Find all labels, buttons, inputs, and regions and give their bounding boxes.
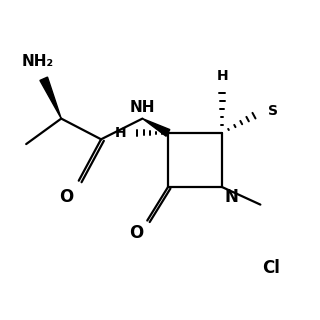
Text: S: S bbox=[268, 104, 278, 118]
Text: H: H bbox=[114, 126, 126, 140]
Text: O: O bbox=[129, 224, 143, 242]
Polygon shape bbox=[142, 119, 170, 136]
Text: NH₂: NH₂ bbox=[21, 54, 53, 69]
Text: O: O bbox=[59, 188, 73, 206]
Polygon shape bbox=[40, 77, 61, 119]
Text: Cl: Cl bbox=[263, 259, 280, 277]
Text: N: N bbox=[225, 188, 239, 206]
Text: H: H bbox=[216, 68, 228, 83]
Text: NH: NH bbox=[130, 100, 155, 115]
